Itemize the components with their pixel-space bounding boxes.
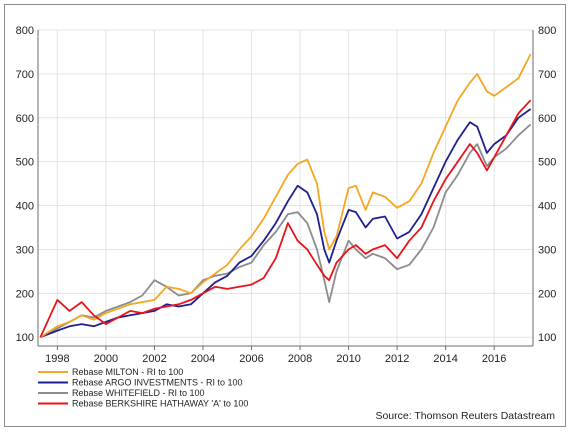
y-tick-left-200: 200	[16, 288, 34, 300]
legend-label-4: Rebase BERKSHIRE HATHAWAY 'A' to 100	[72, 399, 248, 409]
series-line-4	[39, 99, 532, 338]
chart-frame: 100 100 200 200 300 300 400 400 500 500 600 600 700 7…	[4, 4, 566, 427]
x-tick-2004: 2004	[191, 353, 215, 365]
y-tick-left-800: 800	[16, 25, 34, 37]
y-tick-right-200: 200	[538, 288, 556, 300]
x-tick-2012: 2012	[385, 353, 409, 365]
y-tick-right-600: 600	[538, 113, 556, 125]
y-tick-right-300: 300	[538, 244, 556, 256]
series-line-2	[40, 108, 532, 339]
legend-label-3: Rebase WHITEFIELD - RI to 100	[72, 388, 205, 398]
y-tick-right-700: 700	[538, 69, 556, 81]
x-tick-2002: 2002	[142, 353, 166, 365]
x-tick-2000: 2000	[94, 353, 118, 365]
y-tick-right-100: 100	[538, 332, 556, 344]
y-tick-right-800: 800	[538, 25, 556, 37]
series-line-1	[39, 53, 532, 338]
x-tick-2006: 2006	[239, 353, 263, 365]
y-tick-left-500: 500	[16, 157, 34, 169]
plot-area	[38, 30, 533, 346]
x-tick-2014: 2014	[433, 353, 457, 365]
y-tick-left-400: 400	[16, 201, 34, 213]
legend-label-1: Rebase MILTON - RI to 100	[72, 367, 183, 377]
y-tick-left-600: 600	[16, 113, 34, 125]
x-tick-2010: 2010	[336, 353, 360, 365]
x-tick-2016: 2016	[482, 353, 506, 365]
x-tick-1998: 1998	[45, 353, 69, 365]
y-tick-left-100: 100	[16, 332, 34, 344]
source-note: Source: Thomson Reuters Datastream	[375, 410, 555, 422]
y-tick-right-400: 400	[538, 201, 556, 213]
x-tick-2008: 2008	[288, 353, 312, 365]
y-tick-right-500: 500	[538, 157, 556, 169]
y-tick-left-700: 700	[16, 69, 34, 81]
series-line-3	[39, 123, 532, 338]
legend-label-2: Rebase ARGO INVESTMENTS - RI to 100	[72, 378, 243, 388]
y-tick-left-300: 300	[16, 244, 34, 256]
line-chart: 100 100 200 200 300 300 400 400 500 500 600 600 700 7…	[16, 25, 557, 422]
